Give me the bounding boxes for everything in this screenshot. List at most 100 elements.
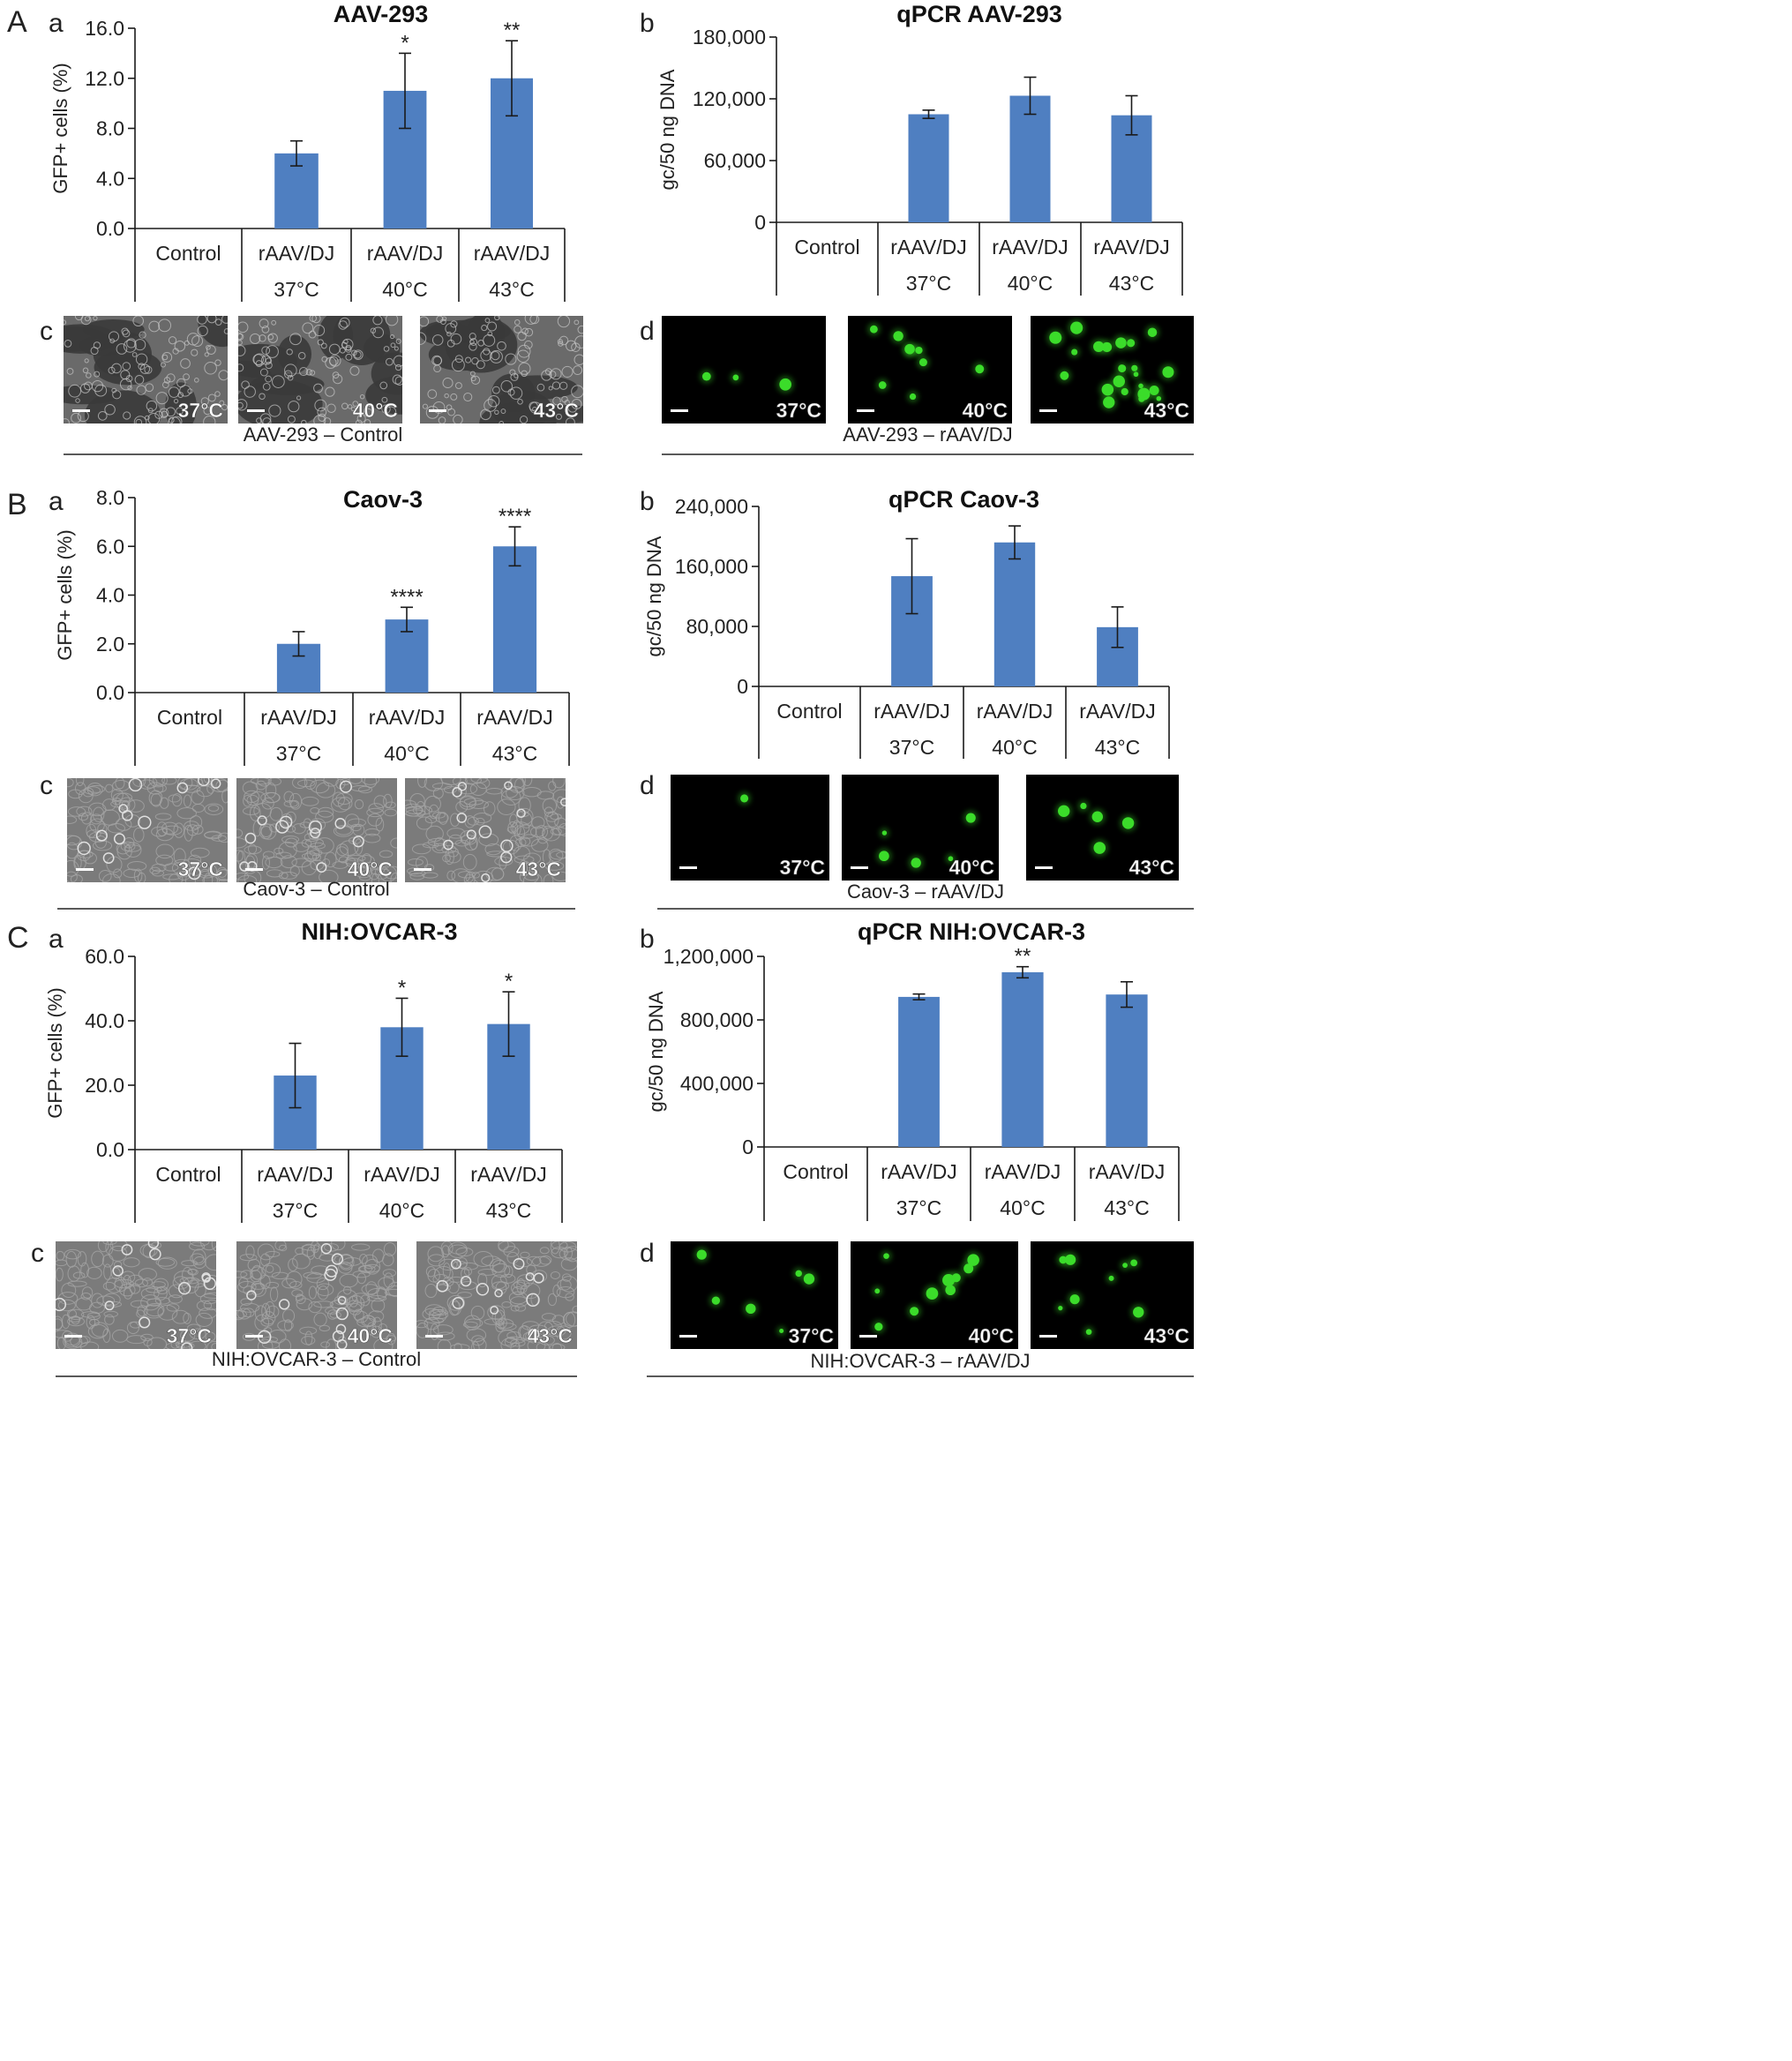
rounded-cell <box>320 1242 333 1255</box>
cell <box>428 804 439 820</box>
cell <box>86 1266 102 1279</box>
cell <box>473 1338 487 1349</box>
cell <box>510 778 526 789</box>
cell <box>370 1325 383 1338</box>
cell <box>86 829 101 839</box>
rounded-cell <box>516 808 526 818</box>
cell <box>331 1241 346 1251</box>
rounded-cell <box>113 833 125 845</box>
cell <box>67 1265 81 1282</box>
cell <box>219 400 225 406</box>
cell <box>238 363 244 372</box>
cell <box>261 326 270 334</box>
y-tick-label: 8.0 <box>96 486 124 509</box>
sub-panel-letter: d <box>640 771 655 800</box>
cell <box>487 1305 506 1320</box>
chart-title: qPCR AAV-293 <box>896 1 1062 27</box>
cell <box>271 319 277 326</box>
cell <box>155 843 175 859</box>
y-tick-label: 160,000 <box>675 555 748 578</box>
cell <box>366 1295 387 1302</box>
cell <box>469 342 477 351</box>
micrograph-background <box>56 1241 216 1349</box>
cell <box>524 316 538 325</box>
cell <box>364 828 380 836</box>
cell <box>68 1308 85 1321</box>
rounded-cell <box>460 1275 472 1287</box>
chart-a-a: a AAV-293 GFP+ cells (%) 0.0 4.0 8.0 12.0 16.0 C… <box>49 1 566 302</box>
cell <box>238 401 244 409</box>
cell <box>268 404 281 417</box>
cell <box>574 354 583 365</box>
y-tick-label: 120,000 <box>693 87 766 110</box>
cell <box>469 333 476 341</box>
cell <box>390 837 397 849</box>
cell <box>354 838 364 855</box>
cell <box>123 339 137 353</box>
cell <box>189 1241 206 1251</box>
cell <box>486 321 498 332</box>
cell <box>257 1243 275 1261</box>
x-tick-label: 40°C <box>382 278 427 301</box>
cell <box>560 1257 577 1271</box>
cell <box>478 833 499 847</box>
rounded-cell <box>560 798 566 806</box>
rounded-cell <box>500 851 513 864</box>
cell <box>262 417 272 423</box>
y-tick-label: 800,000 <box>680 1008 754 1031</box>
cell <box>440 319 446 326</box>
cell <box>129 1283 141 1294</box>
bar <box>908 114 949 222</box>
cell <box>381 404 391 414</box>
cell <box>67 1280 87 1287</box>
cell <box>542 825 554 840</box>
cell <box>283 791 295 803</box>
chart-b-a: a Caov-3 GFP+ cells (%) 0.0 2.0 4.0 6.0 8.0 Cont… <box>49 486 570 766</box>
cell <box>405 799 417 809</box>
rounded-cell <box>149 1248 161 1261</box>
gfp-cell <box>711 1296 721 1305</box>
cell <box>80 1311 100 1318</box>
rounded-cell <box>494 1288 503 1298</box>
cell <box>266 1305 280 1318</box>
rounded-cell <box>481 873 491 882</box>
cell <box>135 418 143 423</box>
temperature-label: 40°C <box>949 856 994 879</box>
cell <box>325 386 335 397</box>
micrographs-b-c: c 37°C 40°C 43°C Caov-3 – Control <box>40 771 575 910</box>
cell <box>67 1316 86 1327</box>
cell <box>291 1289 304 1298</box>
dark-region <box>94 349 162 386</box>
cell <box>446 404 453 411</box>
cell <box>529 316 540 325</box>
cell <box>123 1287 133 1300</box>
cell <box>573 365 583 375</box>
y-tick-label: 60.0 <box>85 945 124 968</box>
cell <box>562 1311 577 1327</box>
cell <box>82 787 94 798</box>
cell <box>417 778 427 788</box>
cell <box>481 324 488 332</box>
cell <box>494 1309 506 1326</box>
cell <box>361 1284 380 1295</box>
cell <box>238 344 246 356</box>
cell <box>103 1263 112 1280</box>
cell <box>211 1343 216 1349</box>
rounded-cell <box>525 1272 535 1282</box>
gfp-cell <box>1071 348 1078 356</box>
cell <box>431 334 444 346</box>
gfp-cell <box>1049 331 1062 344</box>
cell <box>71 412 82 423</box>
cell <box>487 331 493 337</box>
cell <box>498 1241 509 1251</box>
cell <box>64 340 72 348</box>
cell <box>262 1263 281 1278</box>
cell <box>453 414 463 423</box>
gfp-signal <box>876 810 978 871</box>
rounded-cell <box>478 825 492 839</box>
cell <box>223 328 228 334</box>
cell <box>97 823 108 835</box>
cell <box>304 778 317 790</box>
cell <box>116 343 128 355</box>
